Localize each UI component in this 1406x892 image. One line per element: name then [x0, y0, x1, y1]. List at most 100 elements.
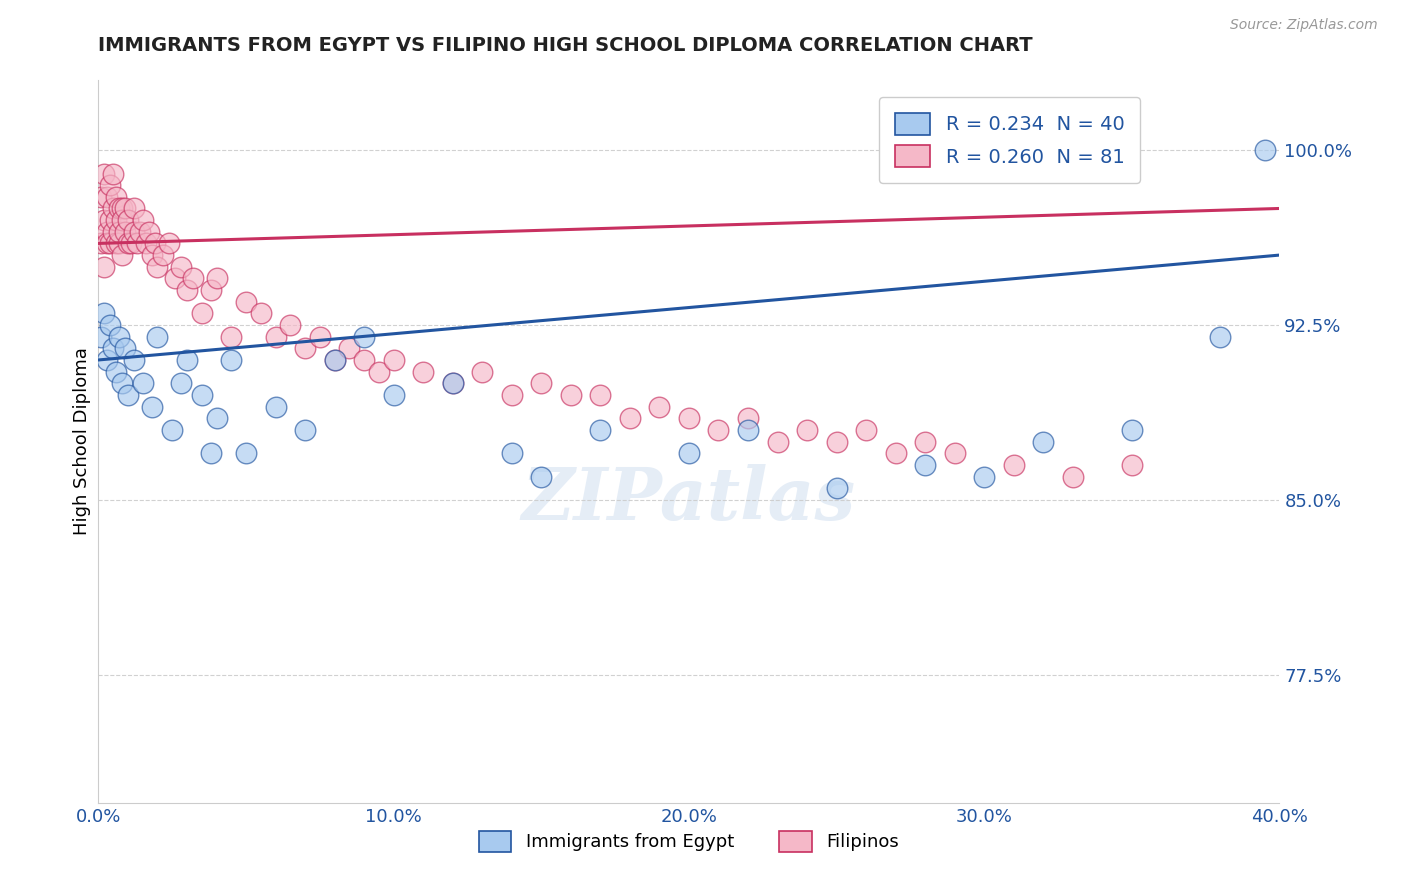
Point	[105, 236, 128, 251]
Point	[111, 213, 134, 227]
Point	[96, 190, 118, 204]
Point	[589, 388, 612, 402]
Point	[353, 353, 375, 368]
Point	[143, 236, 166, 251]
Point	[108, 202, 131, 216]
Point	[141, 400, 163, 414]
Point	[678, 411, 700, 425]
Point	[176, 353, 198, 368]
Point	[98, 213, 121, 227]
Point	[93, 260, 115, 274]
Point	[205, 411, 228, 425]
Point	[105, 213, 128, 227]
Point	[678, 446, 700, 460]
Point	[855, 423, 877, 437]
Point	[825, 434, 848, 449]
Point	[471, 365, 494, 379]
Point	[122, 225, 145, 239]
Point	[98, 178, 121, 193]
Point	[441, 376, 464, 391]
Point	[132, 376, 155, 391]
Point	[108, 225, 131, 239]
Point	[157, 236, 180, 251]
Point	[235, 446, 257, 460]
Point	[1209, 329, 1232, 343]
Point	[90, 190, 112, 204]
Point	[105, 190, 128, 204]
Point	[135, 236, 157, 251]
Point	[191, 306, 214, 320]
Point	[1121, 423, 1143, 437]
Point	[264, 400, 287, 414]
Point	[294, 341, 316, 355]
Point	[914, 434, 936, 449]
Point	[96, 353, 118, 368]
Point	[501, 446, 523, 460]
Point	[309, 329, 332, 343]
Point	[560, 388, 582, 402]
Point	[103, 202, 125, 216]
Point	[339, 341, 361, 355]
Point	[111, 202, 134, 216]
Point	[105, 365, 128, 379]
Point	[323, 353, 346, 368]
Point	[103, 225, 125, 239]
Point	[162, 423, 183, 437]
Point	[103, 341, 125, 355]
Point	[90, 329, 112, 343]
Point	[141, 248, 163, 262]
Point	[280, 318, 302, 332]
Point	[93, 306, 115, 320]
Point	[825, 481, 848, 495]
Point	[114, 225, 136, 239]
Text: ZIPatlas: ZIPatlas	[522, 464, 856, 535]
Point	[796, 423, 818, 437]
Point	[1062, 469, 1084, 483]
Point	[122, 353, 145, 368]
Point	[98, 236, 121, 251]
Point	[737, 423, 759, 437]
Point	[294, 423, 316, 437]
Point	[1254, 143, 1277, 157]
Point	[117, 388, 139, 402]
Y-axis label: High School Diploma: High School Diploma	[73, 348, 91, 535]
Point	[501, 388, 523, 402]
Point	[114, 202, 136, 216]
Point	[120, 236, 142, 251]
Point	[707, 423, 730, 437]
Point	[108, 329, 131, 343]
Point	[128, 225, 150, 239]
Point	[648, 400, 671, 414]
Point	[96, 236, 118, 251]
Point	[98, 318, 121, 332]
Point	[152, 248, 174, 262]
Point	[382, 353, 405, 368]
Point	[323, 353, 346, 368]
Point	[146, 260, 169, 274]
Point	[368, 365, 391, 379]
Point	[766, 434, 789, 449]
Point	[96, 225, 118, 239]
Point	[111, 376, 134, 391]
Point	[1121, 458, 1143, 472]
Point	[122, 202, 145, 216]
Point	[205, 271, 228, 285]
Point	[1032, 434, 1054, 449]
Point	[235, 294, 257, 309]
Point	[221, 353, 243, 368]
Point	[146, 329, 169, 343]
Point	[117, 213, 139, 227]
Point	[884, 446, 907, 460]
Point	[530, 376, 553, 391]
Point	[132, 213, 155, 227]
Legend: Immigrants from Egypt, Filipinos: Immigrants from Egypt, Filipinos	[471, 823, 907, 859]
Point	[200, 446, 222, 460]
Point	[1002, 458, 1025, 472]
Point	[125, 236, 148, 251]
Point	[191, 388, 214, 402]
Point	[619, 411, 641, 425]
Point	[441, 376, 464, 391]
Point	[138, 225, 160, 239]
Point	[117, 236, 139, 251]
Point	[221, 329, 243, 343]
